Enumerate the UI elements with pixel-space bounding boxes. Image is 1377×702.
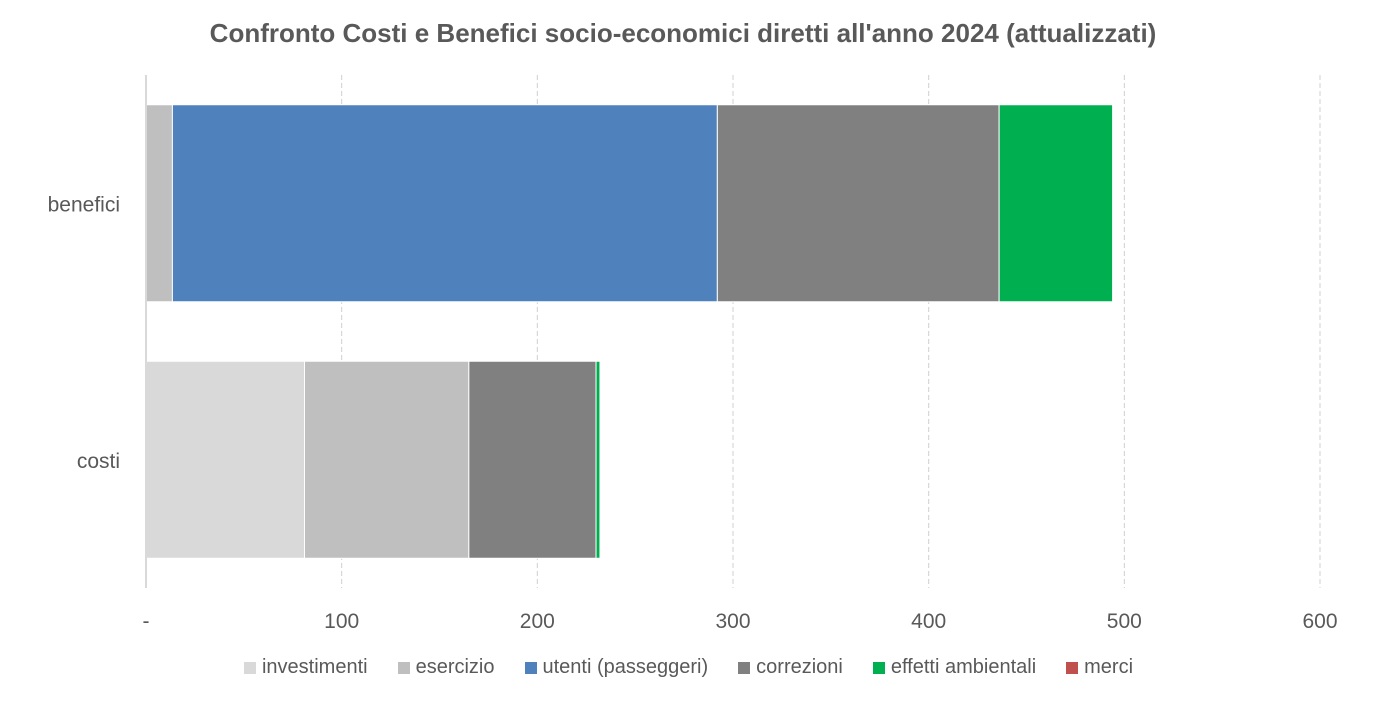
legend-label: investimenti [261,656,368,678]
chart-title: Confronto Costi e Benefici socio-economi… [209,18,1157,48]
legend-item: merci [1066,656,1133,679]
legend-label: esercizio [415,656,495,678]
bar-benefici-esercizio [145,104,173,303]
bars [145,104,1114,559]
bar-costi-investimenti [145,360,305,559]
legend: investimenti esercizio utenti (passeggeri)… [0,656,1377,679]
category-label: costi [77,450,120,473]
bar-costi-effetti-ambientali [595,360,601,559]
legend-label: correzioni [756,656,843,678]
legend-swatch [1066,661,1079,674]
x-tick-label: 200 [520,610,555,633]
legend-item: effetti ambientali [872,656,1037,679]
x-tick-label: 600 [1302,610,1337,633]
legend-swatch [872,661,885,674]
legend-swatch [397,661,410,674]
legend-label: merci [1084,656,1134,678]
legend-swatch [524,661,537,674]
legend-label: effetti ambientali [890,656,1037,678]
x-tick-label: 500 [1107,610,1142,633]
legend-item: investimenti [243,656,368,679]
tick-labels: - 100 200 300 400 500 600 benefici costi [48,193,1338,633]
x-tick-label: 300 [715,610,750,633]
legend-swatch [738,661,751,674]
legend-label: utenti (passeggeri) [542,656,709,678]
legend-item: correzioni [738,656,843,679]
category-label: benefici [48,193,120,216]
bar-benefici-utenti-passeggeri [171,104,718,303]
bar-costi-esercizio [303,360,470,559]
x-tick-label: - [143,610,150,633]
legend-item: esercizio [397,656,495,679]
x-tick-label: 100 [324,610,359,633]
legend-swatch [243,661,256,674]
bar-costi-correzioni [468,360,597,559]
bar-benefici-correzioni [716,104,1000,303]
bar-benefici-effetti-ambientali [998,104,1114,303]
x-tick-label: 400 [911,610,946,633]
legend-item: utenti (passeggeri) [524,656,709,679]
